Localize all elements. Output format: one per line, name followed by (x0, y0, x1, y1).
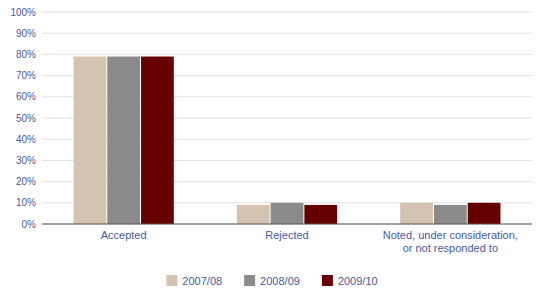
x-axis: Accepted Rejected Noted, under considerati… (101, 229, 518, 254)
x-tick-label: Noted, under consideration,or not respon… (383, 229, 518, 254)
y-tick-label: 0% (22, 219, 37, 230)
bar (237, 205, 270, 224)
y-tick-label: 60% (16, 91, 36, 102)
bars (74, 57, 501, 224)
legend-swatch (166, 275, 177, 286)
grid-line (42, 33, 532, 34)
bar (400, 203, 433, 224)
y-tick-label: 30% (16, 155, 36, 166)
y-tick-label: 70% (16, 70, 36, 81)
y-tick-label: 80% (16, 49, 36, 60)
grid-line (42, 54, 532, 55)
y-axis: 0% 10% 20% 30% 40% 50% 60% 70% 80% 90% 100% (10, 7, 532, 230)
y-tick-label: 10% (16, 197, 36, 208)
y-tick-label: 100% (10, 7, 36, 18)
bar (271, 203, 304, 224)
x-axis-line (42, 224, 532, 225)
bar (304, 205, 337, 224)
bar (74, 57, 107, 224)
legend: 2007/08 2008/09 2009/10 (166, 275, 377, 287)
bar (141, 57, 174, 224)
y-tick-label: 40% (16, 134, 36, 145)
x-tick-label: Accepted (101, 229, 147, 241)
legend-label: 2007/08 (182, 275, 222, 287)
x-tick-label: Rejected (265, 229, 308, 241)
legend-label: 2008/09 (260, 275, 300, 287)
y-tick-label: 20% (16, 176, 36, 187)
bar (468, 203, 501, 224)
bar (434, 205, 467, 224)
grid-line (42, 224, 532, 225)
grid-line (42, 12, 532, 13)
legend-item: 2008/09 (244, 275, 300, 287)
legend-swatch (322, 275, 333, 286)
y-tick-label: 50% (16, 113, 36, 124)
legend-swatch (244, 275, 255, 286)
legend-item: 2009/10 (322, 275, 378, 287)
legend-label: 2009/10 (338, 275, 378, 287)
y-tick-label: 90% (16, 28, 36, 39)
legend-item: 2007/08 (166, 275, 222, 287)
chart: 0% 10% 20% 30% 40% 50% 60% 70% 80% 90% 100% Accepte… (0, 0, 544, 296)
bar (107, 57, 140, 224)
